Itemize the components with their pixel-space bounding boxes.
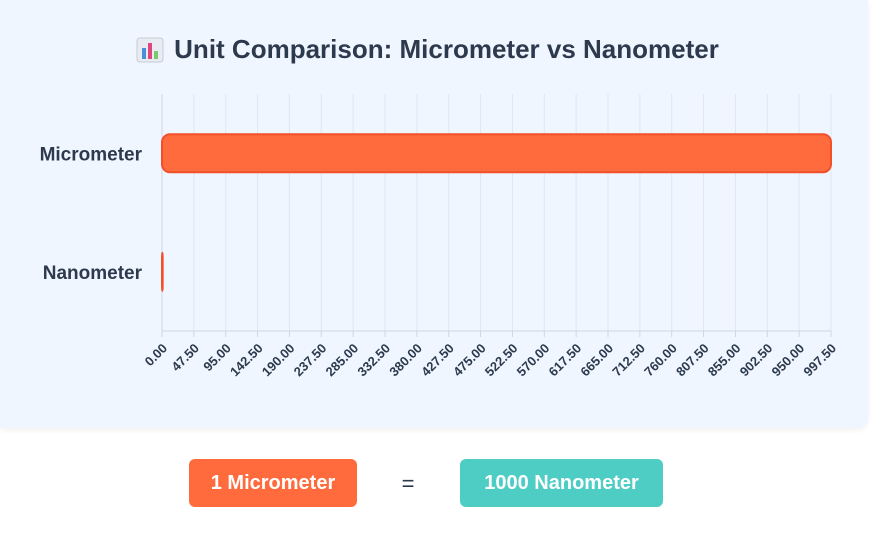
category-label: Nanometer xyxy=(43,263,143,284)
x-tick-label: 190.00 xyxy=(259,341,298,380)
target-unit-badge: 1000 Nanometer xyxy=(460,459,663,507)
chart-card: Unit Comparison: Micrometer vs Nanometer… xyxy=(0,0,868,428)
x-tick-label: 237.50 xyxy=(291,341,330,380)
x-tick-label: 665.00 xyxy=(577,341,616,380)
x-tick-label: 855.00 xyxy=(705,341,744,380)
bar-nanometer xyxy=(161,251,164,292)
equals-sign: = xyxy=(401,471,415,496)
bar-micrometer xyxy=(161,133,832,174)
x-tick-label: 522.50 xyxy=(482,341,521,380)
x-tick-label: 902.50 xyxy=(737,341,776,380)
x-tick-label: 285.00 xyxy=(323,341,362,380)
x-tick-label: 0.00 xyxy=(142,341,171,370)
category-label: Micrometer xyxy=(40,144,143,165)
x-tick-label: 570.00 xyxy=(514,341,553,380)
source-unit-badge: 1 Micrometer xyxy=(189,459,357,507)
x-tick-label: 47.50 xyxy=(168,341,202,375)
chart-title-row: Unit Comparison: Micrometer vs Nanometer xyxy=(0,34,855,65)
x-tick-label: 475.00 xyxy=(450,341,489,380)
bar-chart-icon xyxy=(136,36,164,64)
x-tick-label: 427.50 xyxy=(418,341,457,380)
conversion-equation: 1 Micrometer = 1000 Nanometer xyxy=(0,459,883,507)
x-tick-label: 332.50 xyxy=(354,341,393,380)
x-tick-label: 807.50 xyxy=(673,341,712,380)
x-tick-label: 380.00 xyxy=(386,341,425,380)
chart-title: Unit Comparison: Micrometer vs Nanometer xyxy=(174,34,719,64)
x-tick-label: 760.00 xyxy=(641,341,680,380)
bar-chart: 0.0047.5095.00142.50190.00237.50285.0033… xyxy=(40,94,839,380)
x-tick-label: 997.50 xyxy=(800,341,839,380)
x-tick-label: 950.00 xyxy=(769,341,808,380)
x-tick-label: 617.50 xyxy=(546,341,585,380)
x-tick-label: 712.50 xyxy=(609,341,648,380)
x-tick-label: 142.50 xyxy=(227,341,266,380)
